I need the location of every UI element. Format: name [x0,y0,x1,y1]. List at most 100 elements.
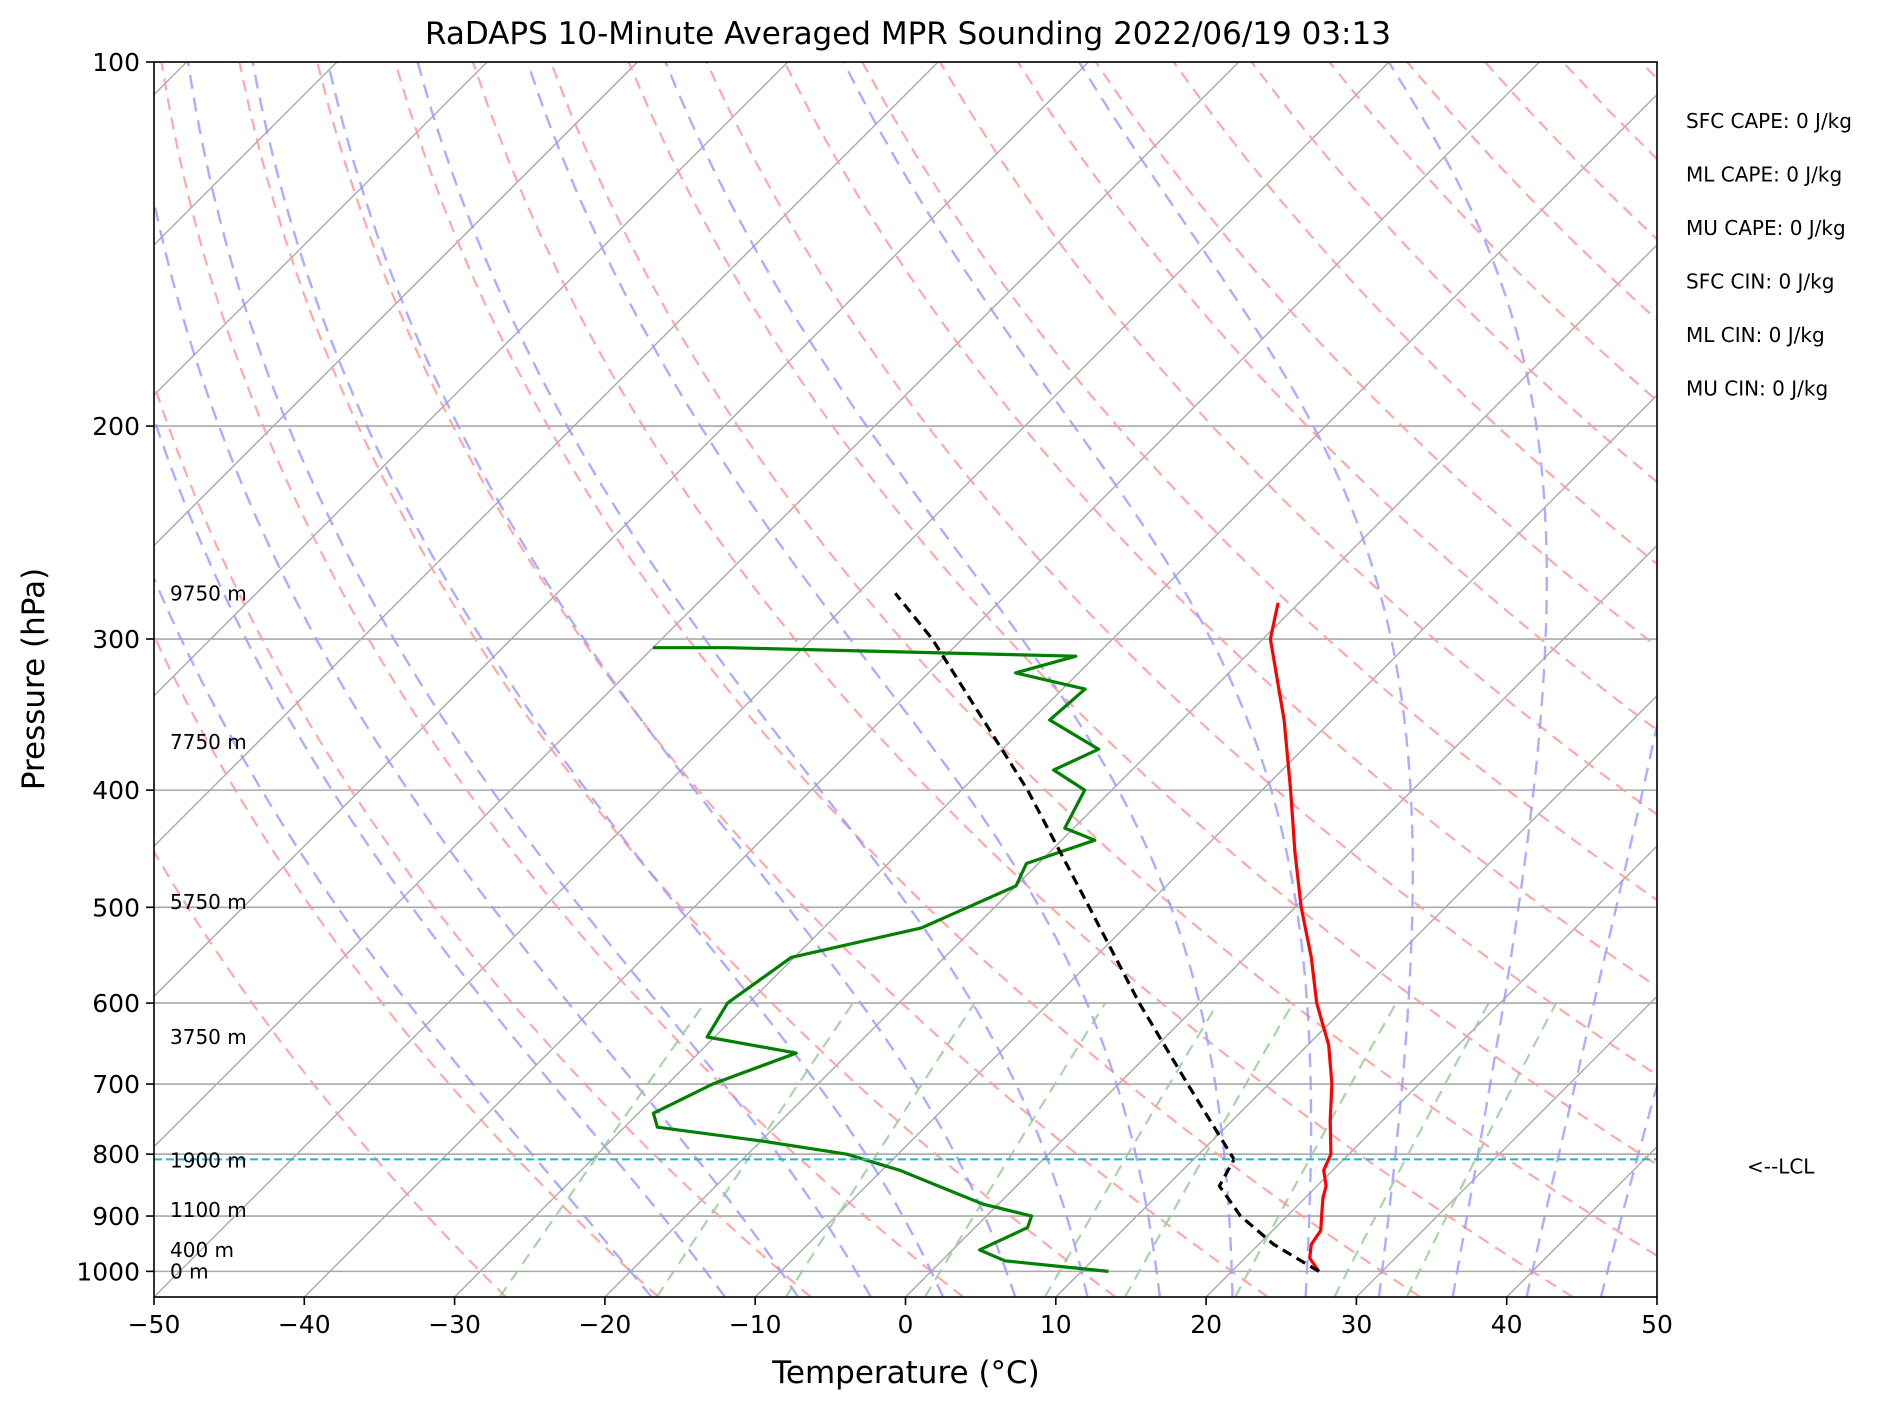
isotherm-line [1205,845,1657,1297]
dry-adiabat [154,849,507,1297]
mixing-ratio-line [1333,1002,1490,1297]
dry-adiabat [471,62,1574,1297]
isotherm-line [1355,995,1657,1297]
dry-adiabat [705,62,1657,1077]
isotherm-line [454,93,1657,1297]
isotherm-line [1506,1145,1657,1297]
mixing-ratio-line [1405,1002,1558,1297]
isotherm-line [154,62,638,547]
x-tick-label: 40 [1491,1310,1523,1339]
stat-line: SFC CAPE: 0 J/kg [1686,109,1852,133]
moist-adiabat [1078,62,1415,1297]
dry-adiabat [939,62,1657,816]
dry-adiabat [549,62,1657,1257]
stat-line: MU CAPE: 0 J/kg [1686,216,1846,240]
dry-adiabat [316,62,1269,1297]
dry-adiabat [1094,62,1657,648]
x-tick-label: 20 [1190,1310,1222,1339]
moist-adiabat [526,62,1162,1297]
dry-adiabat [1016,62,1657,732]
x-tick-label: 10 [1040,1310,1072,1339]
isotherm-line [154,62,488,397]
moist-adiabat [251,62,945,1297]
dry-adiabat [1562,62,1657,161]
dry-adiabat [1639,62,1657,81]
background-lines [154,62,1882,1297]
moist-adiabat [154,415,727,1297]
dewpoint-line [651,646,1109,1273]
stat-line: MU CIN: 0 J/kg [1686,377,1828,401]
dry-adiabat [238,62,1117,1297]
y-tick-label: 500 [92,893,140,922]
x-tick-label: −10 [729,1310,782,1339]
height-label: 1100 m [170,1198,247,1222]
y-tick-label: 400 [92,776,140,805]
y-tick-label: 600 [92,989,140,1018]
lcl-label: <--LCL [1747,1154,1815,1178]
mixing-ratio-line [1043,1002,1219,1297]
mixing-ratio-line [1124,1002,1294,1297]
dry-adiabat [1172,62,1657,566]
isotherm-line [154,62,1390,1297]
mixing-ratio-line [923,1002,1107,1297]
y-tick-label: 900 [92,1202,140,1231]
y-tick-label: 200 [92,412,140,441]
stat-line: ML CAPE: 0 J/kg [1686,163,1842,187]
dry-adiabat [783,62,1657,989]
dry-adiabat [154,633,660,1297]
mixing-ratio-line [498,1002,706,1297]
dry-adiabat [394,62,1422,1297]
isotherm-line [1807,62,1882,1297]
isotherm-line [154,62,789,697]
moist-adiabat [416,62,1089,1297]
moist-adiabat [842,62,1313,1297]
chart-title: RaDAPS 10-Minute Averaged MPR Sounding 2… [425,16,1391,52]
isotherm-line [905,544,1657,1297]
x-tick-label: −20 [579,1310,632,1339]
mixing-ratio-line [655,1002,854,1297]
y-tick-label: 800 [92,1140,140,1169]
isotherm-line [154,62,1240,1148]
moist-adiabat [186,62,872,1297]
x-tick-label: 0 [898,1310,914,1339]
isotherm-line [604,243,1657,1297]
dry-adiabat [160,62,964,1297]
moist-adiabat [1599,1081,1657,1297]
height-label: 3750 m [170,1025,247,1049]
height-label: 7750 m [170,730,247,754]
isotherm-line [154,62,939,848]
x-tick-label: −40 [278,1310,331,1339]
temperature-line [1268,602,1334,1273]
x-tick-label: 50 [1641,1310,1673,1339]
x-tick-label: −30 [428,1310,481,1339]
isotherm-line [754,394,1657,1297]
x-axis-title: Temperature (°C) [771,1355,1040,1391]
stats-panel: SFC CAPE: 0 J/kg ML CAPE: 0 J/kg MU CAPE: … [1686,109,1852,401]
stat-line: SFC CIN: 0 J/kg [1686,270,1834,294]
y-tick-label: 1000 [76,1257,140,1286]
height-label: 400 m [170,1238,234,1262]
dry-adiabat [1250,62,1657,484]
moist-adiabat [154,195,800,1297]
y-tick-label: 100 [92,48,140,77]
height-label: 0 m [170,1259,209,1283]
height-label: 9750 m [170,581,247,605]
stat-line: ML CIN: 0 J/kg [1686,323,1825,347]
isotherm-line [1055,694,1657,1297]
dry-adiabat [1406,62,1657,322]
mixing-ratio-line [1234,1002,1397,1297]
x-axis: −50 −40 −30 −20 −10 0 10 20 30 40 50 [128,1297,1673,1339]
moist-adiabat [326,62,1017,1297]
height-label: 1900 m [170,1149,247,1173]
parcel-line [894,592,1320,1273]
dry-adiabat [1719,62,1882,1297]
mixing-ratio-line [784,1002,976,1297]
x-tick-label: 30 [1340,1310,1372,1339]
moist-adiabat [1525,719,1657,1297]
isotherm-line [1656,1296,1657,1297]
x-tick-label: −50 [128,1310,181,1339]
height-label: 5750 m [170,890,247,914]
y-tick-label: 700 [92,1070,140,1099]
